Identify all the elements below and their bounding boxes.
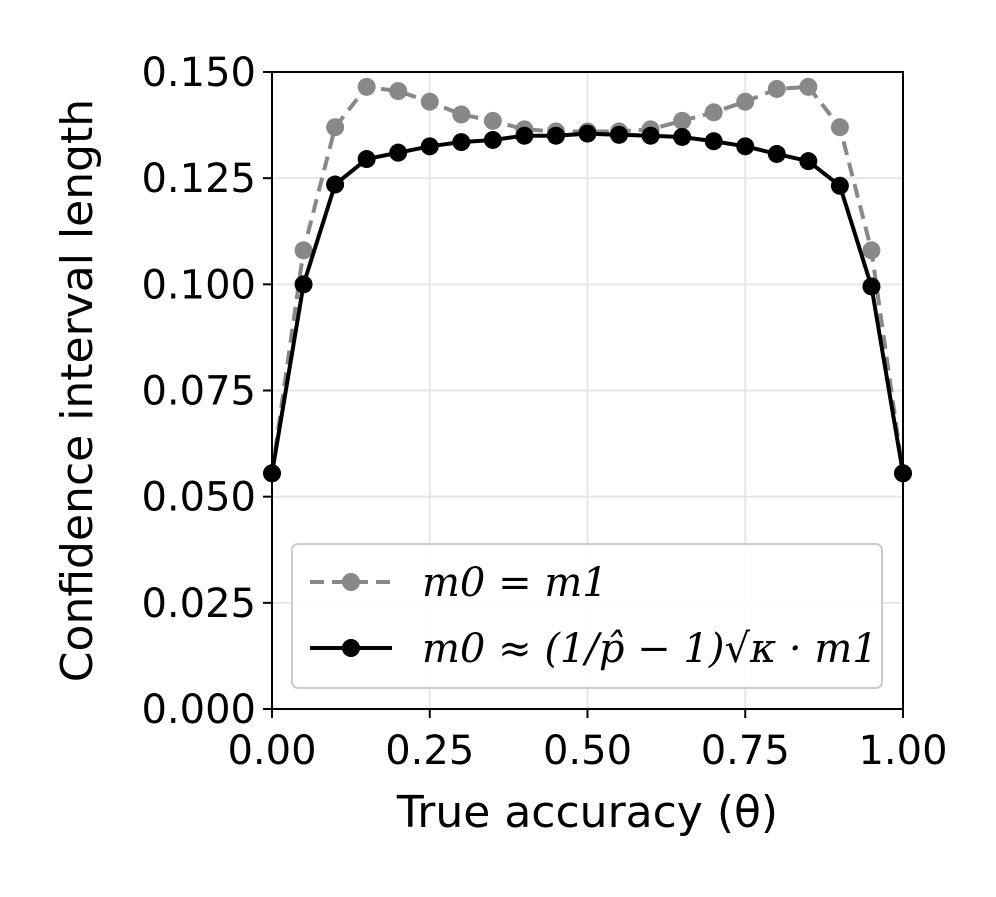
y-tick-label-1: 0.025 <box>141 581 256 627</box>
legend-entry-0: m0 = m1 <box>422 560 608 606</box>
series-0-point-16 <box>767 79 786 98</box>
series-0-point-5 <box>420 92 439 111</box>
series-1-point-5 <box>420 137 439 156</box>
legend-swatch-marker-0 <box>342 573 360 591</box>
series-0-point-3 <box>357 77 376 96</box>
series-1-point-15 <box>736 137 755 156</box>
y-tick-label-3: 0.075 <box>141 369 256 415</box>
series-1-point-18 <box>830 176 849 195</box>
y-tick-label-2: 0.050 <box>141 475 256 521</box>
series-0-point-2 <box>326 118 345 137</box>
x-tick-label-1: 0.25 <box>385 728 474 774</box>
x-tick-label-2: 0.50 <box>543 728 632 774</box>
x-tick-label-3: 0.75 <box>701 728 790 774</box>
legend-swatch-marker-1 <box>342 639 360 657</box>
series-0-point-6 <box>452 105 471 124</box>
series-0-point-1 <box>294 241 313 260</box>
series-0-point-19 <box>862 241 881 260</box>
series-1-point-2 <box>326 175 345 194</box>
series-1-point-19 <box>862 277 881 296</box>
legend: m0 = m1 m0 ≈ (1/p̂ − 1)√κ · m1 <box>291 543 883 689</box>
series-1-point-16 <box>767 144 786 163</box>
y-axis-label: Confidence interval length <box>52 99 103 682</box>
series-0-point-13 <box>673 111 692 130</box>
y-tick-label-0: 0.000 <box>141 687 256 733</box>
series-1-point-8 <box>515 126 534 145</box>
legend-box <box>291 543 883 689</box>
x-axis-label: True accuracy (θ) <box>396 787 778 838</box>
series-1-point-17 <box>799 152 818 171</box>
series-0-point-14 <box>704 103 723 122</box>
series-1-point-11 <box>610 125 629 144</box>
series-0-point-4 <box>389 82 408 101</box>
y-tick-label-6: 0.150 <box>141 50 256 96</box>
series-1-point-14 <box>704 132 723 151</box>
series-0-point-17 <box>799 77 818 96</box>
legend-entry-1: m0 ≈ (1/p̂ − 1)√κ · m1 <box>422 626 878 672</box>
x-tick-label-4: 1.00 <box>858 728 947 774</box>
series-0-point-7 <box>483 111 502 130</box>
y-tick-label-5: 0.125 <box>141 156 256 202</box>
series-1-point-3 <box>357 150 376 169</box>
series-0-point-18 <box>830 118 849 137</box>
series-1-point-13 <box>673 127 692 146</box>
x-tick-label-0: 0.00 <box>227 728 316 774</box>
series-1-point-1 <box>294 275 313 294</box>
series-1-point-9 <box>546 126 565 145</box>
series-1-point-7 <box>483 130 502 149</box>
series-1-point-12 <box>641 126 660 145</box>
series-line-0 <box>270 84 905 474</box>
series-1-point-6 <box>452 133 471 152</box>
series-1-point-4 <box>389 143 408 162</box>
series-1-point-10 <box>578 124 597 143</box>
series-0-point-15 <box>736 92 755 111</box>
ticks: 0.00 0.25 0.50 0.75 1.00 0.000 0.025 0.050 0.075… <box>141 50 947 774</box>
y-tick-label-4: 0.100 <box>141 262 256 308</box>
